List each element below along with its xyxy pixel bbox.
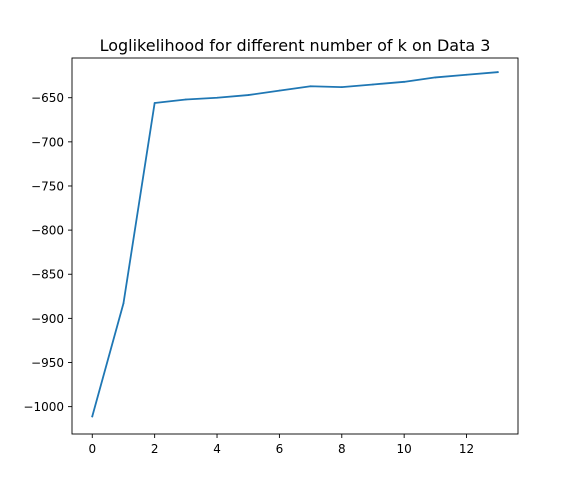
x-axis: 0 2 4 6 8 10 12	[88, 434, 474, 456]
data-point	[497, 71, 499, 73]
data-point	[91, 415, 93, 417]
x-tick-label: 4	[213, 442, 221, 456]
data-point	[466, 74, 468, 76]
series-line	[92, 72, 497, 416]
data-point	[123, 302, 125, 304]
x-tick-label: 2	[151, 442, 159, 456]
data-point	[434, 77, 436, 79]
x-tick-label: 6	[276, 442, 284, 456]
y-tick-label: −900	[31, 312, 64, 326]
y-tick-label: −800	[31, 224, 64, 238]
x-tick-label: 8	[338, 442, 346, 456]
y-axis: −1000 −950 −900 −850 −800 −750 −700 −650	[23, 91, 72, 414]
data-point	[216, 97, 218, 99]
x-tick-label: 10	[397, 442, 412, 456]
y-tick-label: −950	[31, 356, 64, 370]
data-point	[247, 94, 249, 96]
y-tick-label: −1000	[23, 400, 64, 414]
data-point	[279, 90, 281, 92]
y-tick-label: −750	[31, 179, 64, 193]
y-tick-label: −700	[31, 135, 64, 149]
chart-title: Loglikelihood for different number of k …	[100, 36, 491, 55]
y-tick-label: −850	[31, 268, 64, 282]
data-point	[310, 85, 312, 87]
y-tick-label: −650	[31, 91, 64, 105]
data-point	[403, 81, 405, 83]
x-tick-label: 0	[88, 442, 96, 456]
data-point	[341, 86, 343, 88]
x-tick-label: 12	[459, 442, 474, 456]
data-point	[185, 99, 187, 101]
plot-area	[91, 71, 498, 417]
data-point	[372, 84, 374, 86]
axes-frame	[72, 58, 518, 434]
data-point	[154, 102, 156, 104]
